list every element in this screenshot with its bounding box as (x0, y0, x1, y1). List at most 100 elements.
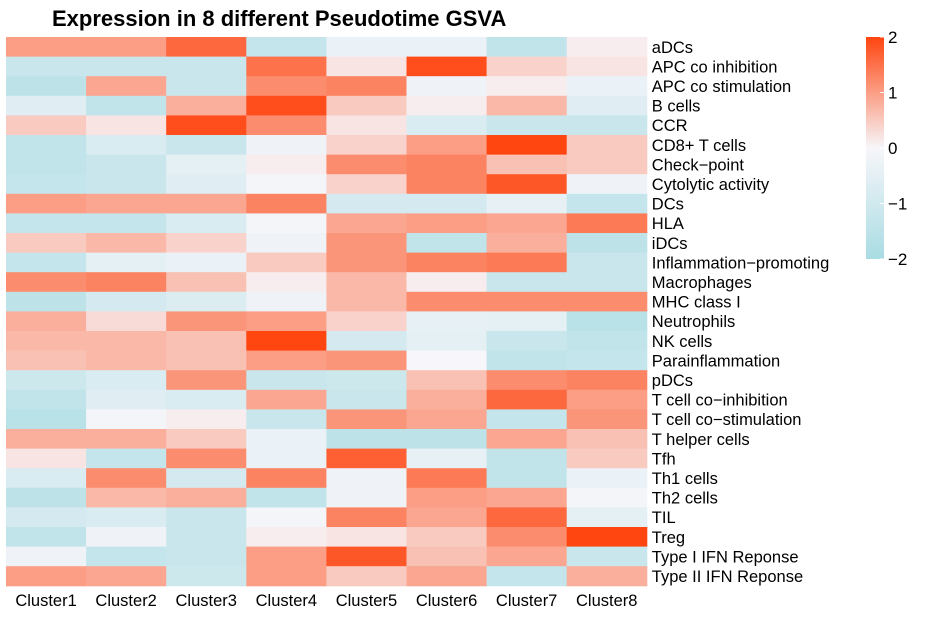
heatmap-cell (326, 370, 407, 391)
heatmap-cell (486, 233, 568, 254)
heatmap-cell (86, 233, 167, 254)
heatmap-cell (86, 429, 167, 450)
row-label: HLA (652, 215, 684, 233)
heatmap-cell (6, 370, 87, 391)
heatmap-cell (406, 311, 488, 332)
heatmap-cell (6, 174, 87, 195)
heatmap-cell (566, 233, 648, 254)
column-label: Cluster7 (496, 592, 557, 610)
heatmap-cell (326, 37, 407, 58)
heatmap-cell (86, 272, 167, 293)
heatmap-cell (86, 252, 167, 273)
heatmap-cell (326, 233, 407, 254)
heatmap-cell (406, 291, 488, 312)
heatmap-cell (86, 389, 167, 410)
heatmap-cell (486, 95, 568, 116)
heatmap-cell (326, 193, 407, 214)
heatmap-cell (86, 311, 167, 332)
heatmap-cell (246, 95, 327, 116)
heatmap-cell (6, 350, 87, 371)
heatmap-cell (6, 193, 87, 214)
heatmap-cell (86, 507, 167, 528)
heatmap-cell (486, 527, 568, 548)
row-label: iDCs (652, 235, 688, 253)
heatmap-cell (166, 56, 247, 77)
heatmap-cell (86, 193, 167, 214)
row-label: Type II IFN Reponse (652, 568, 803, 586)
heatmap-cell (6, 272, 87, 293)
heatmap-cell (406, 350, 488, 371)
heatmap-cell (486, 311, 568, 332)
heatmap-cell (166, 350, 247, 371)
heatmap-cell (246, 291, 327, 312)
heatmap-cell (486, 350, 568, 371)
heatmap-cell (86, 409, 167, 430)
heatmap-cell (326, 76, 407, 97)
heatmap-cell (246, 311, 327, 332)
heatmap-cell (566, 448, 648, 469)
heatmap-cell (326, 311, 407, 332)
heatmap-cell (406, 448, 488, 469)
heatmap-cell (486, 409, 568, 430)
heatmap-cell (406, 546, 488, 567)
heatmap-cell (246, 135, 327, 156)
heatmap-cell (486, 389, 568, 410)
heatmap-cell (326, 56, 407, 77)
heatmap-cell (326, 174, 407, 195)
heatmap-cell (166, 174, 247, 195)
heatmap-cell (86, 350, 167, 371)
heatmap-cell (486, 115, 568, 136)
heatmap-cell (246, 331, 327, 352)
heatmap-cell (166, 389, 247, 410)
heatmap-cell (6, 468, 87, 489)
heatmap-cell (86, 546, 167, 567)
heatmap-cell (6, 546, 87, 567)
heatmap-cell (406, 370, 488, 391)
heatmap-cell (166, 233, 247, 254)
heatmap-cell (566, 291, 648, 312)
heatmap-cell (406, 507, 488, 528)
heatmap-cell (246, 193, 327, 214)
column-label: Cluster5 (336, 592, 397, 610)
heatmap-cell (566, 115, 648, 136)
heatmap-cell (166, 95, 247, 116)
heatmap-cell (566, 174, 648, 195)
heatmap-cell (246, 76, 327, 97)
column-label: Cluster4 (256, 592, 317, 610)
heatmap-cell (566, 331, 648, 352)
column-label: Cluster8 (576, 592, 637, 610)
row-label: Th2 cells (652, 490, 718, 508)
row-label: Th1 cells (652, 470, 718, 488)
heatmap-cell (166, 291, 247, 312)
heatmap-cell (6, 311, 87, 332)
chart-title: Expression in 8 different Pseudotime GSV… (52, 6, 506, 31)
heatmap-cell (486, 213, 568, 234)
heatmap-cell (246, 527, 327, 548)
heatmap-cell (166, 154, 247, 175)
heatmap-cell (406, 429, 488, 450)
column-labels: Cluster1 Cluster2 Cluster3 Cluster4 Cluster5… (15, 592, 637, 610)
heatmap-cell (86, 468, 167, 489)
heatmap-cell (166, 311, 247, 332)
heatmap-cell (406, 409, 488, 430)
column-label: Cluster1 (15, 592, 76, 610)
heatmap-cell (86, 76, 167, 97)
column-label: Cluster6 (416, 592, 477, 610)
heatmap-cell (406, 56, 488, 77)
heatmap-cell (326, 566, 407, 587)
heatmap-cell (166, 331, 247, 352)
legend-tick-label: −1 (888, 195, 907, 214)
row-label: Macrophages (652, 274, 752, 292)
heatmap-cell (326, 409, 407, 430)
heatmap-cell (166, 115, 247, 136)
heatmap-cell (6, 429, 87, 450)
heatmap-cell (246, 174, 327, 195)
heatmap-cell (246, 487, 327, 508)
heatmap-cell (166, 487, 247, 508)
heatmap-cell (6, 135, 87, 156)
heatmap-cell (406, 193, 488, 214)
heatmap-cell (246, 370, 327, 391)
heatmap-cell (406, 154, 488, 175)
heatmap-cell (406, 174, 488, 195)
